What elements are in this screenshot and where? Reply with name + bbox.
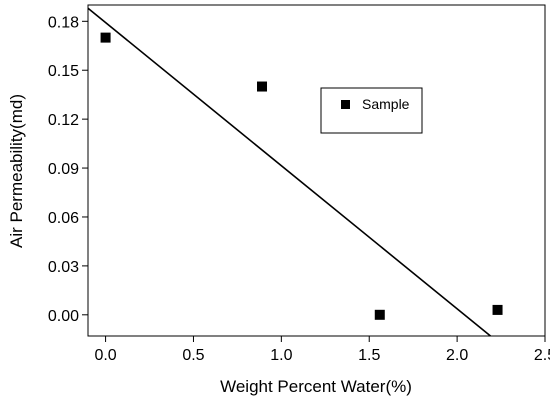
y-tick-label: 0.18	[48, 14, 79, 31]
data-points	[100, 32, 503, 320]
x-tick-label: 0.5	[182, 347, 204, 364]
fit-line	[87, 7, 492, 337]
x-axis: 0.0 0.5 1.0 1.5 2.0 2.5	[94, 336, 550, 364]
data-point	[100, 32, 111, 43]
y-axis: 0.00 0.03 0.06 0.09 0.12 0.15 0.18	[48, 14, 88, 325]
y-axis-title: Air Permeability(md)	[7, 94, 26, 248]
y-tick-label: 0.15	[48, 63, 79, 80]
x-tick-label: 1.5	[358, 347, 380, 364]
legend-marker	[341, 100, 350, 109]
data-point	[374, 309, 385, 320]
x-axis-title: Weight Percent Water(%)	[220, 377, 412, 396]
legend-label: Sample	[362, 96, 410, 112]
y-tick-label: 0.00	[48, 308, 79, 325]
x-tick-label: 2.5	[534, 347, 550, 364]
y-tick-label: 0.03	[48, 259, 79, 276]
x-tick-label: 1.0	[270, 347, 292, 364]
y-tick-label: 0.12	[48, 112, 79, 129]
data-point	[492, 304, 503, 315]
plot-frame	[87, 4, 546, 337]
fit-line-group	[87, 7, 492, 337]
y-tick-label: 0.06	[48, 210, 79, 227]
legend-box	[320, 87, 423, 134]
legend: Sample	[320, 87, 423, 134]
x-tick-label: 0.0	[94, 347, 116, 364]
data-point	[257, 81, 268, 92]
y-tick-label: 0.09	[48, 161, 79, 178]
x-tick-label: 2.0	[446, 347, 468, 364]
